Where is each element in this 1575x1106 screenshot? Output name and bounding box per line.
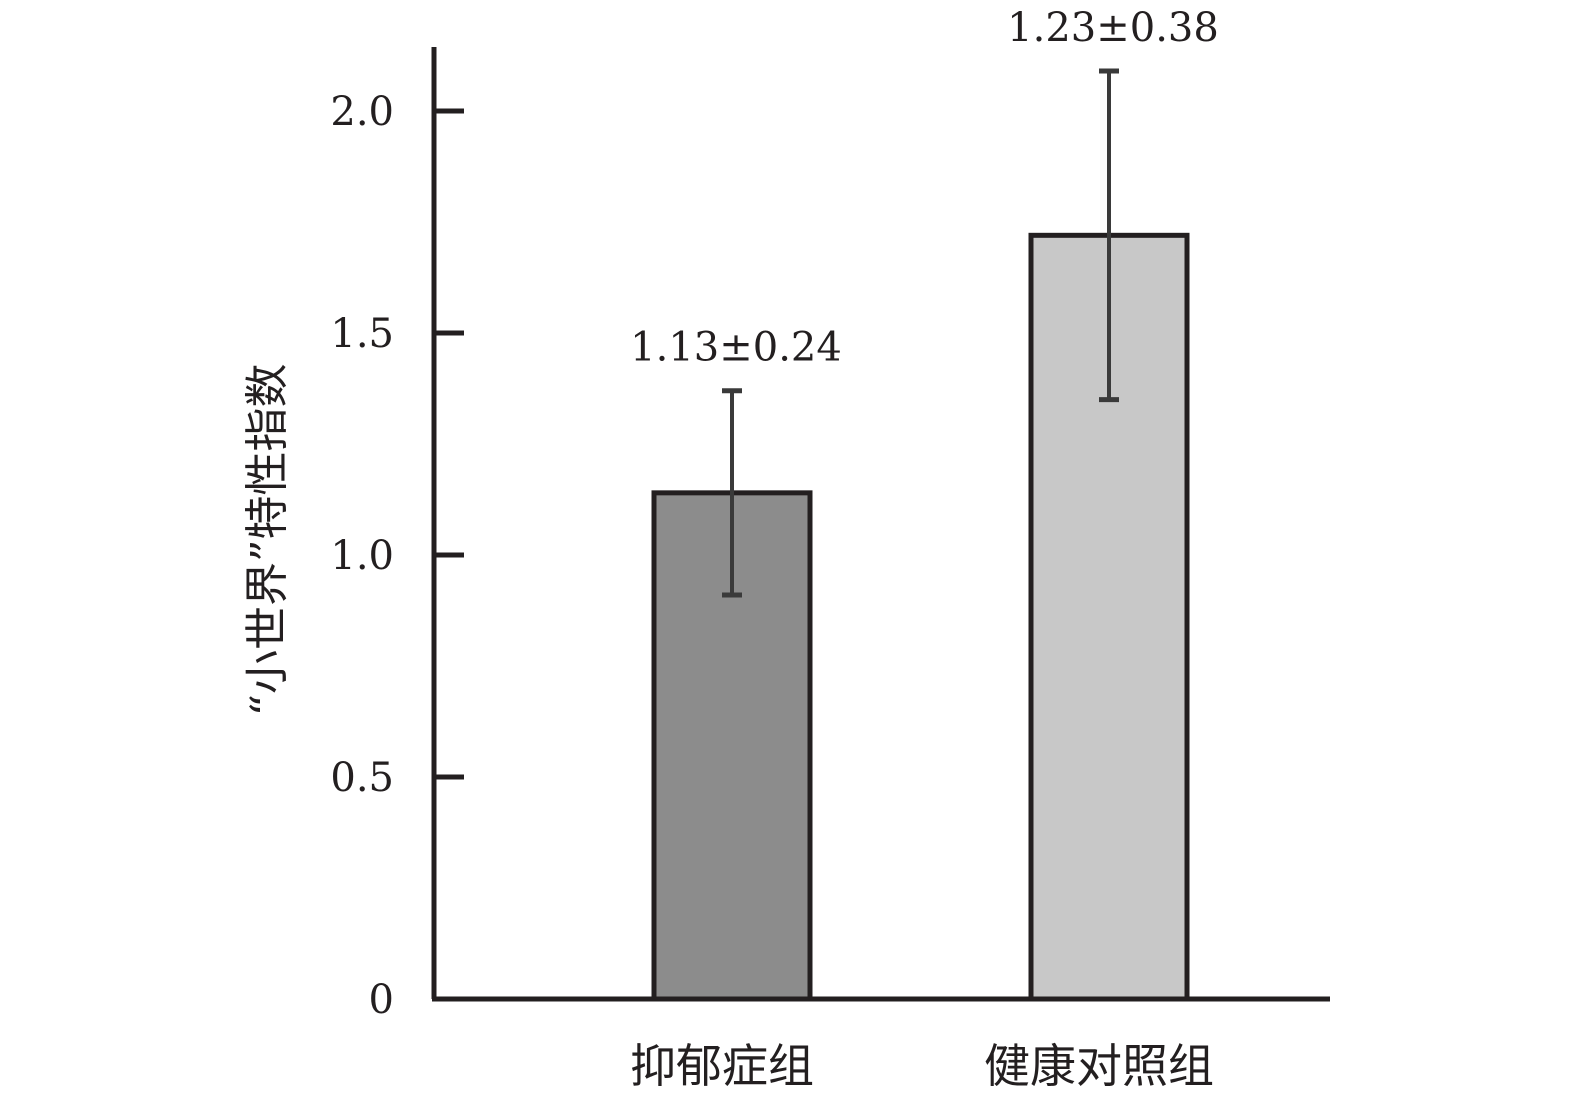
y-axis: 0 0.5 1.0 1.5 2.0 (330, 47, 464, 1023)
data-labels: 1.13±0.24 1.23±0.38 (630, 5, 1219, 371)
y-ticks: 0 0.5 1.0 1.5 2.0 (330, 89, 464, 1023)
error-bar (1099, 68, 1119, 403)
bars (651, 232, 1190, 1002)
x-labels: 抑郁症组 健康对照组 (630, 1039, 1214, 1093)
y-tick-label: 0.5 (330, 755, 394, 801)
y-tick-label: 1.0 (330, 533, 394, 579)
data-label: 1.13±0.24 (630, 325, 842, 371)
y-tick-label: 1.5 (330, 311, 394, 357)
y-axis-title: “小世界”特性指数 (242, 364, 293, 717)
error-bars (722, 68, 1119, 598)
x-category-label: 健康对照组 (984, 1039, 1214, 1093)
y-tick-label: 2.0 (330, 89, 394, 135)
y-tick-label: 0 (369, 977, 394, 1023)
x-axis: 抑郁症组 健康对照组 (432, 996, 1330, 1093)
data-label: 1.23±0.38 (1007, 5, 1219, 51)
error-bar (722, 388, 742, 598)
x-category-label: 抑郁症组 (630, 1039, 814, 1093)
